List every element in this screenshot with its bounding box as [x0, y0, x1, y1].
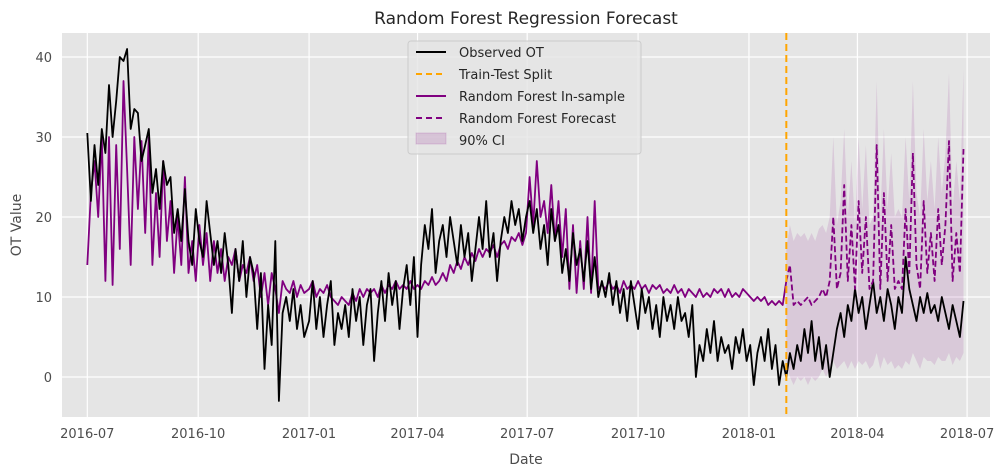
x-tick-label: 2018-04 [830, 427, 884, 442]
x-axis-label: Date [509, 452, 542, 468]
x-tick-label: 2017-10 [611, 427, 665, 442]
tick-labels: 0 10 20 30 40 2016-07 2016-10 2017-01 2017-04 201… [35, 51, 994, 442]
y-axis-label: OT Value [9, 194, 25, 256]
x-tick-label: 2016-10 [171, 427, 225, 442]
series-forecast-line [785, 140, 965, 306]
series-insample-line [86, 80, 788, 314]
x-tick-label: 2017-04 [390, 427, 444, 442]
legend-label-insample: Random Forest In-sample [459, 90, 625, 105]
x-tick-label: 2017-07 [500, 427, 554, 442]
legend-swatch-ci [415, 132, 447, 145]
legend-label-forecast: Random Forest Forecast [459, 112, 616, 127]
x-tick-label: 2017-01 [282, 427, 336, 442]
legend-box [407, 40, 642, 155]
x-tick-label: 2016-07 [60, 427, 114, 442]
chart-title: Random Forest Regression Forecast [374, 9, 678, 29]
y-tick-label: 0 [44, 371, 52, 386]
x-tick-label: 2018-01 [722, 427, 776, 442]
legend: Observed OT Train-Test Split Random Fore… [407, 40, 642, 155]
x-tick-label: 2018-07 [940, 427, 994, 442]
legend-label-observed: Observed OT [459, 46, 544, 61]
legend-label-split: Train-Test Split [458, 68, 552, 83]
y-tick-label: 40 [35, 51, 52, 66]
series-layer [86, 48, 965, 402]
y-tick-label: 10 [35, 291, 52, 306]
y-tick-label: 20 [35, 211, 52, 226]
y-tick-label: 30 [35, 131, 52, 146]
series-observed-line [86, 48, 965, 402]
legend-label-ci: 90% CI [459, 134, 505, 149]
